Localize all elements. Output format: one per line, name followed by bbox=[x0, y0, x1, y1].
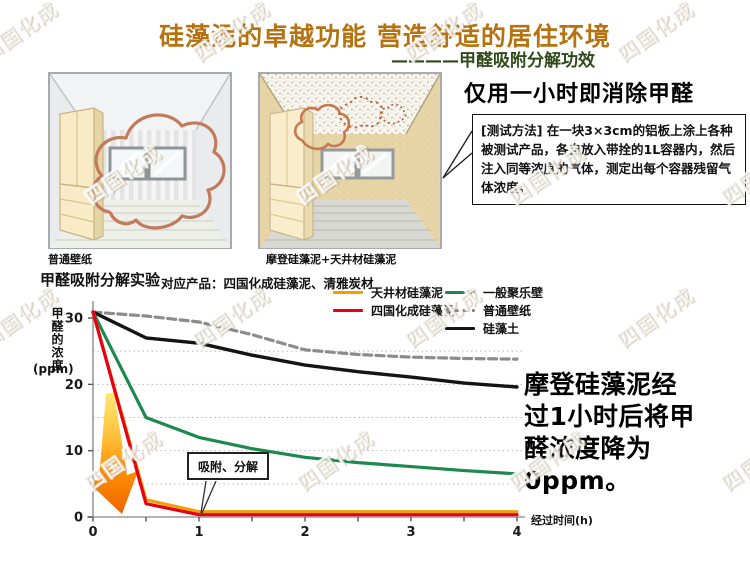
legend-item-0: 天井材硅藻泥 bbox=[333, 286, 455, 300]
legend-label: 硅藻土 bbox=[483, 322, 520, 336]
formaldehyde-line-chart: 0 10 20 30 0 1 2 3 4 bbox=[65, 301, 525, 540]
annotation-absorb-decompose: 吸附、分解 bbox=[187, 452, 269, 480]
wardrobe-right-room bbox=[269, 107, 314, 241]
claim-headline: 仅用一小时即消除甲醛 bbox=[464, 82, 695, 107]
chart-legend-column-2: 一般聚乐壁普通壁纸硅藻土 bbox=[445, 286, 543, 340]
room-right-art bbox=[258, 72, 442, 249]
room-illustration-ordinary-wallpaper bbox=[48, 72, 232, 249]
room-caption-right: 摩登硅藻泥+天井材硅藻泥 bbox=[266, 253, 397, 266]
series-line-0 bbox=[91, 310, 519, 514]
series-line-1 bbox=[91, 310, 519, 517]
y-axis-label: 甲醛的浓度 bbox=[50, 307, 64, 372]
wardrobe-left-room bbox=[59, 107, 104, 241]
svg-text:0: 0 bbox=[74, 511, 83, 526]
drop-arrow-graphic bbox=[89, 392, 138, 514]
legend-swatch bbox=[333, 308, 363, 313]
legend-label: 普通壁纸 bbox=[483, 304, 532, 318]
legend-item-3: 普通壁纸 bbox=[445, 304, 543, 318]
legend-item-1: 四国化成硅藻泥 bbox=[333, 304, 456, 318]
series-line-3 bbox=[91, 310, 519, 361]
series-line-4 bbox=[91, 310, 519, 389]
legend-swatch bbox=[445, 326, 475, 331]
legend-label: 四国化成硅藻泥 bbox=[371, 304, 456, 318]
series-line-2 bbox=[91, 310, 519, 476]
chart-legend-column-1: 天井材硅藻泥 四国化成硅藻泥 bbox=[333, 286, 455, 322]
svg-text:10: 10 bbox=[65, 444, 83, 459]
dotted-cloud-outline bbox=[338, 96, 384, 129]
chart-title: 甲醛吸附分解实验 bbox=[40, 271, 161, 289]
svg-text:1: 1 bbox=[194, 525, 203, 540]
svg-text:3: 3 bbox=[406, 525, 415, 540]
legend-swatch bbox=[333, 290, 363, 295]
tiny-dotted-cloud-outline bbox=[379, 103, 407, 125]
method-box-pointer bbox=[442, 130, 473, 179]
watermark-text: 四国化成 bbox=[0, 0, 63, 67]
room-illustration-diatom-mud bbox=[258, 72, 442, 249]
test-method-box: [测试方法] 在一块3×3cm的铝板上涂上各种被测试产品，各自放入带拴的1L容器… bbox=[472, 114, 746, 205]
y-axis-unit: (ppm) bbox=[33, 362, 74, 376]
windows-left-room bbox=[108, 146, 187, 181]
room-caption-left: 普通壁纸 bbox=[48, 253, 92, 266]
watermark-text: 四国化成 bbox=[612, 0, 699, 67]
svg-text:30: 30 bbox=[65, 312, 83, 327]
page-subtitle: ————甲醛吸附分解功效 bbox=[391, 51, 595, 71]
chart-subtitle: 对应产品：四国化成硅藻泥、清雅炭材 bbox=[161, 276, 374, 291]
legend-item-2: 一般聚乐壁 bbox=[445, 286, 544, 300]
page-title: 硅藻泥的卓越功能 营造舒适的居住环境 bbox=[159, 22, 611, 51]
svg-text:4: 4 bbox=[512, 525, 521, 540]
annotation-pointer bbox=[200, 480, 217, 514]
legend-label: 天井材硅藻泥 bbox=[371, 286, 444, 300]
legend-swatch bbox=[445, 308, 475, 313]
room-left-art bbox=[48, 72, 232, 249]
result-note: 摩登硅藻泥经 过1小时后将甲 醛浓度降为0ppm。 bbox=[524, 370, 695, 495]
legend-label: 一般聚乐壁 bbox=[483, 286, 544, 300]
watermark-text: 四国化成 bbox=[612, 282, 699, 353]
svg-text:20: 20 bbox=[65, 378, 83, 393]
legend-item-4: 硅藻土 bbox=[445, 322, 543, 336]
x-axis-label: 经过时间(h) bbox=[531, 514, 593, 527]
legend-swatch bbox=[445, 290, 475, 295]
windows-right-room bbox=[320, 148, 395, 180]
formaldehyde-cloud-outline bbox=[91, 113, 226, 230]
svg-text:2: 2 bbox=[300, 525, 309, 540]
svg-text:0: 0 bbox=[88, 525, 97, 540]
